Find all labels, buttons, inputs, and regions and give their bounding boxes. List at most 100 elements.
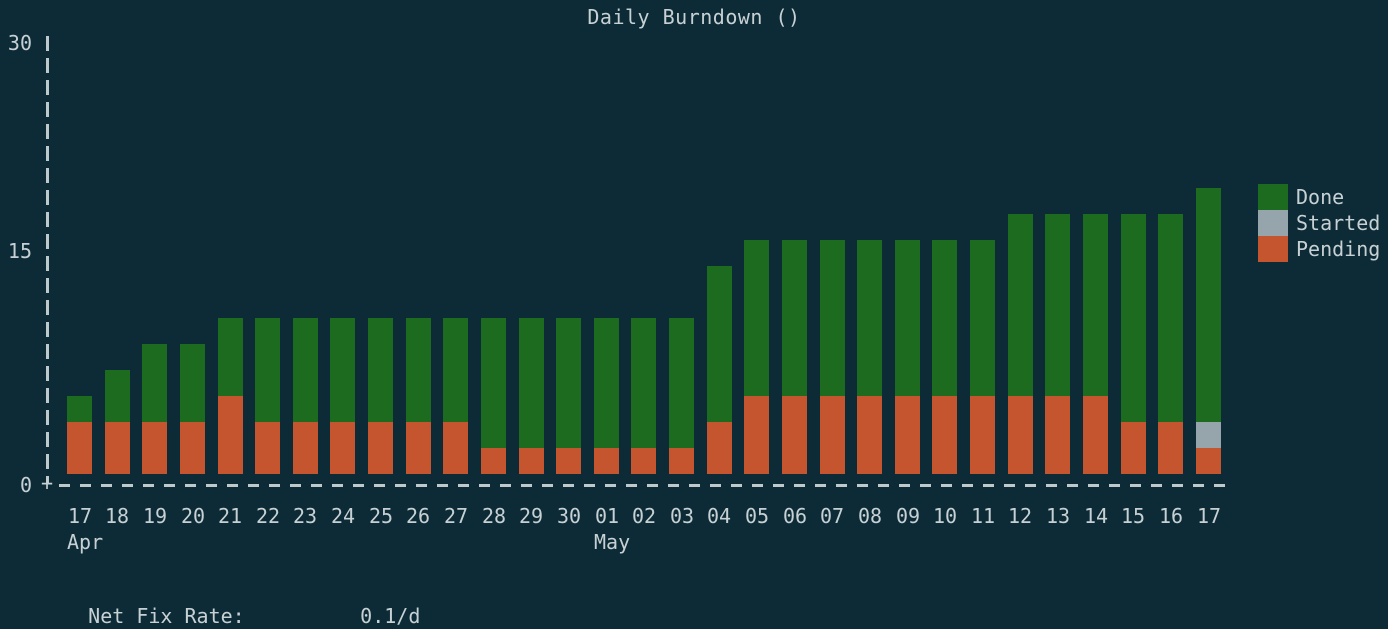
bar-segment-done — [1196, 188, 1221, 422]
bar-27 — [443, 318, 468, 474]
x-tick-label: 22 — [255, 504, 281, 528]
y-axis-line — [46, 36, 49, 484]
bar-07 — [820, 240, 845, 474]
bar-28 — [481, 318, 506, 474]
bar-15 — [1121, 214, 1146, 474]
bar-segment-done — [857, 240, 882, 396]
chart-legend: Done Started Pending — [1258, 184, 1380, 262]
bar-segment-done — [820, 240, 845, 396]
bar-segment-done — [631, 318, 656, 448]
bar-segment-done — [368, 318, 393, 422]
x-tick-label: 07 — [819, 504, 845, 528]
bar-29 — [519, 318, 544, 474]
bar-segment-done — [293, 318, 318, 422]
bar-segment-pending — [1083, 396, 1108, 474]
bar-segment-pending — [820, 396, 845, 474]
bar-segment-done — [330, 318, 355, 422]
bar-segment-pending — [669, 448, 694, 474]
bar-segment-pending — [180, 422, 205, 474]
bar-segment-pending — [1045, 396, 1070, 474]
bar-segment-pending — [406, 422, 431, 474]
bar-segment-pending — [142, 422, 167, 474]
x-tick-label: 15 — [1120, 504, 1146, 528]
bar-segment-pending — [67, 422, 92, 474]
bar-11 — [970, 240, 995, 474]
bar-segment-done — [669, 318, 694, 448]
bar-14 — [1083, 214, 1108, 474]
bar-segment-done — [744, 240, 769, 396]
month-label-apr: Apr — [67, 530, 104, 554]
legend-swatch-done — [1258, 184, 1288, 210]
x-tick-label: 04 — [706, 504, 732, 528]
x-tick-label: 18 — [104, 504, 130, 528]
bar-segment-done — [707, 266, 732, 422]
bar-06 — [782, 240, 807, 474]
legend-label-started: Started — [1296, 211, 1381, 235]
x-tick-label: 27 — [443, 504, 469, 528]
x-tick-label: 20 — [180, 504, 206, 528]
x-tick-label: 19 — [142, 504, 168, 528]
legend-swatch-started — [1258, 210, 1288, 236]
bar-segment-done — [180, 344, 205, 422]
bar-01 — [594, 318, 619, 474]
x-tick-label: 06 — [782, 504, 808, 528]
y-tick-label: 15 — [7, 239, 32, 263]
bar-10 — [932, 240, 957, 474]
bar-segment-pending — [1121, 422, 1146, 474]
bar-segment-pending — [895, 396, 920, 474]
x-tick-label: 17 — [1196, 504, 1222, 528]
legend-swatch-pending — [1258, 236, 1288, 262]
x-tick-label: 17 — [67, 504, 93, 528]
x-tick-label: 30 — [556, 504, 582, 528]
x-tick-label: 05 — [744, 504, 770, 528]
bar-segment-done — [1121, 214, 1146, 422]
legend-item-done: Done — [1258, 184, 1380, 210]
bar-segment-pending — [368, 422, 393, 474]
x-tick-label: 08 — [857, 504, 883, 528]
bar-segment-pending — [556, 448, 581, 474]
bar-segment-pending — [105, 422, 130, 474]
legend-label-done: Done — [1296, 185, 1345, 209]
bar-12 — [1008, 214, 1033, 474]
bar-16 — [1158, 214, 1183, 474]
x-tick-label: 25 — [368, 504, 394, 528]
bar-segment-done — [1045, 214, 1070, 396]
x-tick-label: 10 — [932, 504, 958, 528]
net-fix-rate-label: Net Fix Rate: — [88, 604, 245, 628]
x-tick-label: 02 — [631, 504, 657, 528]
x-tick-label: 26 — [405, 504, 431, 528]
bar-segment-pending — [330, 422, 355, 474]
net-fix-rate-line: Net Fix Rate: 0.1/d — [40, 580, 420, 629]
legend-item-pending: Pending — [1258, 236, 1380, 262]
bar-21 — [218, 318, 243, 474]
y-tick-label: 0 — [19, 473, 32, 497]
bar-segment-done — [218, 318, 243, 396]
bar-segment-pending — [970, 396, 995, 474]
bar-30 — [556, 318, 581, 474]
bar-03 — [669, 318, 694, 474]
bar-segment-done — [1008, 214, 1033, 396]
bar-26 — [406, 318, 431, 474]
bar-segment-pending — [218, 396, 243, 474]
bar-19 — [142, 344, 167, 474]
bar-segment-pending — [255, 422, 280, 474]
x-tick-label: 16 — [1158, 504, 1184, 528]
bar-segment-done — [481, 318, 506, 448]
x-tick-label: 21 — [217, 504, 243, 528]
bar-segment-done — [406, 318, 431, 422]
bar-17 — [67, 396, 92, 474]
axis-origin-marker: + — [41, 471, 54, 495]
x-tick-label: 23 — [292, 504, 318, 528]
bar-25 — [368, 318, 393, 474]
bar-22 — [255, 318, 280, 474]
estimated-completion-line: Estimated completion:2017-08-24 (3mo) — [40, 607, 553, 629]
bar-segment-pending — [631, 448, 656, 474]
bar-segment-done — [556, 318, 581, 448]
bar-segment-done — [255, 318, 280, 422]
x-tick-label: 14 — [1083, 504, 1109, 528]
bar-segment-done — [443, 318, 468, 422]
bar-09 — [895, 240, 920, 474]
bar-17 — [1196, 188, 1221, 474]
legend-label-pending: Pending — [1296, 237, 1381, 261]
